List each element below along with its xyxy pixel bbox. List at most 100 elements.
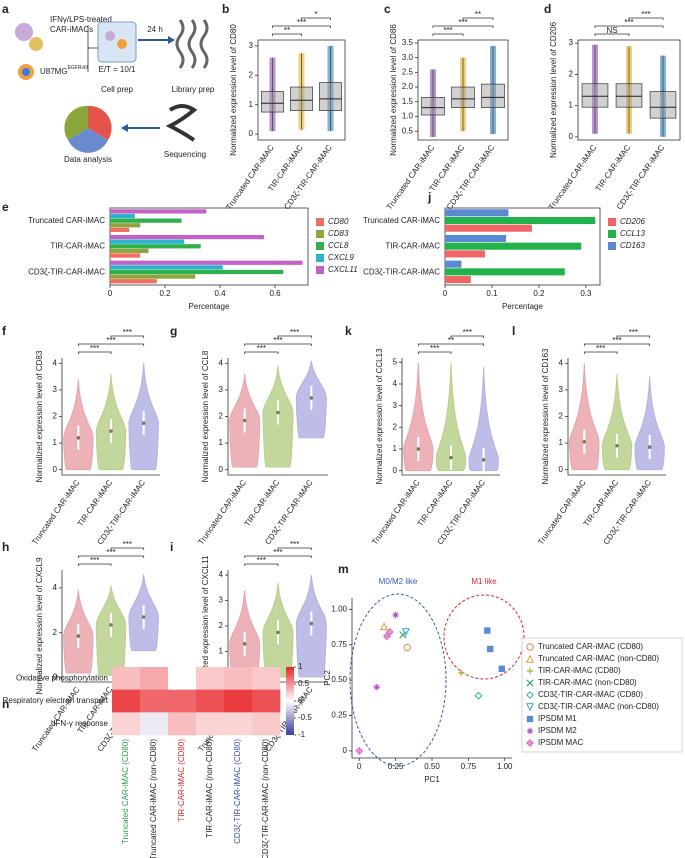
y-tick-label: 0 [53,465,58,474]
significance-bracket [462,17,494,20]
column-label: Truncated CAR-iMAC (non-CD80) [149,739,158,858]
heatmap-cell [168,689,197,713]
heatmap-cell [112,712,141,736]
y-tick-label: 0 [53,673,58,682]
panel-letter: i [170,540,173,554]
y-tick-label: 1 [249,100,254,109]
legend-box [521,637,683,753]
y-axis-label: Normalized expression level of CCL13 [375,348,384,485]
point [403,643,411,652]
bar [110,279,157,284]
y-tick-label: 0.75 [331,640,347,649]
annotation: M0/M2 like [379,577,418,586]
y-axis-label: Normalized expression level of CD206 [549,21,558,158]
point [498,665,506,672]
significance-bracket [277,335,312,338]
superscript: EGFRvIII [68,65,89,71]
significance-bracket [77,343,145,346]
label: CAR-iMACs [50,25,93,34]
label: Sequencing [164,150,206,159]
x-tick-label: 0.3 [580,289,592,298]
label: Library prep [172,85,215,94]
bar [445,224,532,232]
legend-label: IPSDM M1 [538,714,577,723]
bar [445,234,507,243]
x-axis-label: Percentage [189,302,230,311]
row-label: Respiratory electron transport [3,696,109,705]
bar [110,253,141,258]
y-tick-label: 1 [393,444,398,453]
median [582,439,587,444]
legend-label: CCL8 [328,241,349,250]
cell-icon [29,37,43,51]
heatmap-cell [224,667,253,690]
y-tick-label: 4 [53,358,58,367]
y-tick-label: 1 [569,101,574,110]
bar [110,269,284,275]
y-axis-label: Normalized expression level of CXCL9 [35,557,44,695]
y-axis-label: Normalized expression level of CD163 [541,348,550,485]
x-tick-label: TIR-CAR-iMAC [243,478,282,528]
significance-label: *** [290,540,299,549]
point [486,645,494,653]
median [242,642,247,646]
y-tick-label: 3 [393,401,398,410]
arrow [121,124,128,132]
legend-label: IPSDM M2 [538,726,577,735]
axis [227,358,328,476]
y-tick-label: 1 [53,438,58,447]
panel-letter: m [338,562,349,576]
heatmap-cell [196,667,225,690]
median [647,445,652,449]
panel-letter: f [2,324,7,338]
heatmap-cell [224,712,253,736]
panel-letter: g [170,324,177,338]
x-tick-label: Truncated CAR-iMAC [536,478,588,546]
legend-swatch [608,242,616,250]
well-icon [97,21,137,63]
bar [110,248,149,254]
panel-letter: e [2,200,9,214]
heatmap-cell [252,712,281,736]
panel-letter: h [2,540,9,554]
y-tick-label: 2 [559,412,564,421]
y-tick-label: 3 [249,41,254,50]
bar [445,260,462,268]
y-tick-label: 1.00 [331,604,347,613]
y-tick-label: 1 [219,647,224,656]
significance-bracket [110,547,145,550]
heatmap-cell [140,689,169,713]
x-tick-label: 0.75 [461,762,477,771]
heatmap-cell [168,667,197,690]
plot-frame [577,39,681,141]
column-label: CD3ζ-TIR-CAR-iMAC (non-CD80) [261,739,270,858]
x-tick-label: TIR-CAR-iMAC [76,478,115,528]
significance-bracket [432,25,494,28]
median [76,634,81,638]
heatmap-cell [112,689,141,713]
median [416,447,421,451]
y-tick-label: 2 [219,412,224,421]
significance-bracket [244,351,279,354]
x-tick-label: 0 [357,762,362,771]
significance-bracket [583,343,651,346]
y-tick-label: 0 [343,746,348,755]
significance-bracket [272,33,302,36]
y-tick-label: 4 [559,358,564,367]
y-tick-label: 1 [559,438,564,447]
label: IFNγ/LPS-treated [50,15,112,24]
significance-label: * [314,10,317,19]
box [451,86,475,108]
significance-bracket [277,547,312,550]
sequencing-icon [165,104,198,142]
y-tick-label: 2 [53,628,58,637]
y-tick-label: 3 [219,596,224,605]
panel-letter: l [512,324,515,338]
bar [110,213,135,219]
x-tick-label: Truncated CAR-iMAC [370,478,422,546]
significance-label: *** [90,556,99,565]
significance-bracket [77,555,145,558]
violin [634,376,665,471]
legend-marker [525,703,535,712]
bar [110,265,223,270]
